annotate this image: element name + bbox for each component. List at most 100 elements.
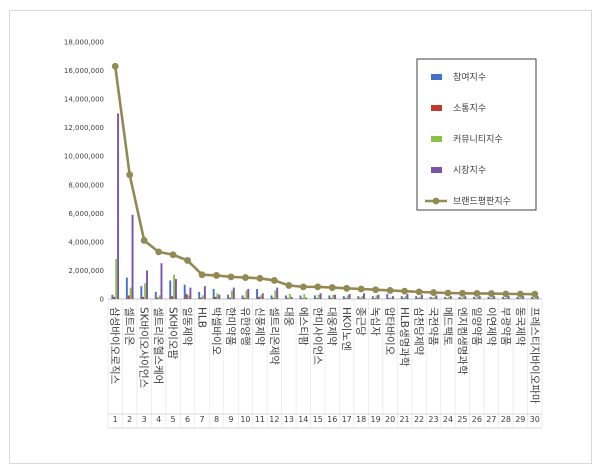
rank-label: 25 xyxy=(457,415,467,424)
line-point xyxy=(213,272,220,279)
bar xyxy=(319,293,322,299)
category-label: 일양약품 xyxy=(470,307,483,346)
bar xyxy=(375,295,378,299)
bar xyxy=(129,287,132,299)
bar xyxy=(344,298,347,299)
line-point xyxy=(459,289,466,297)
bar xyxy=(417,298,420,299)
bar xyxy=(534,296,537,299)
bar xyxy=(317,294,320,299)
line-point xyxy=(169,251,177,259)
line-point xyxy=(184,257,191,264)
y-tick-label: 10,000,000 xyxy=(64,153,104,161)
rank-label: 9 xyxy=(228,415,233,424)
rank-label: 7 xyxy=(199,415,204,424)
line-point xyxy=(357,285,365,293)
line-point xyxy=(242,274,249,281)
rank-label: 5 xyxy=(171,415,176,424)
bar xyxy=(386,294,389,299)
bar xyxy=(261,293,264,299)
y-tick-label: 16,000,000 xyxy=(64,67,104,75)
bar xyxy=(200,297,203,299)
line-point xyxy=(430,289,437,296)
bar xyxy=(140,286,143,299)
line-point xyxy=(140,237,148,244)
category-label: HK이노엔 xyxy=(340,307,352,351)
line-point xyxy=(516,290,524,298)
category-label: SK바이오팜 xyxy=(167,307,179,360)
category-label: 셀트리온헬스케어 xyxy=(152,307,164,384)
bar xyxy=(458,296,461,299)
line-point xyxy=(314,283,322,291)
bar xyxy=(491,296,494,299)
bar xyxy=(435,295,438,299)
category-label: 국전약품 xyxy=(427,307,439,346)
bar xyxy=(415,296,418,299)
category-label: 부광약품 xyxy=(499,307,511,346)
bar xyxy=(392,296,394,299)
category-label: 에스티팜 xyxy=(297,307,309,346)
bar xyxy=(388,298,391,299)
rank-label: 6 xyxy=(185,415,190,424)
bar xyxy=(115,259,118,299)
y-tick-label: 6,000,000 xyxy=(68,210,104,218)
y-tick-label: 12,000,000 xyxy=(64,124,104,132)
bar xyxy=(288,294,291,299)
y-tick-label: 4,000,000 xyxy=(68,238,104,246)
bar xyxy=(185,294,188,299)
rank-label: 22 xyxy=(414,415,424,424)
line-point xyxy=(415,288,423,296)
bar xyxy=(131,214,134,299)
chart-canvas: 0 2,000,000 4,000,000 6,000,000 8,000,000 10,… xyxy=(64,39,543,429)
legend-label: 참여지수 xyxy=(453,71,486,83)
line-point xyxy=(386,287,394,294)
category-label: 셀트리온제약 xyxy=(268,307,280,365)
y-tick-label: 2,000,000 xyxy=(68,267,104,275)
bar xyxy=(431,298,434,299)
category-label: 메드팩토 xyxy=(441,307,453,346)
rank-label: 8 xyxy=(214,415,219,424)
bar xyxy=(313,295,316,299)
legend-swatch xyxy=(431,167,442,173)
bar xyxy=(111,294,114,299)
bar xyxy=(218,294,221,299)
bar xyxy=(301,298,304,299)
bar xyxy=(259,295,262,299)
category-label: 셀트리온 xyxy=(123,307,135,346)
category-label: HLB생명과학 xyxy=(398,307,410,367)
bar xyxy=(373,298,376,299)
line-point xyxy=(270,277,278,284)
bar xyxy=(342,296,345,299)
bar xyxy=(334,294,337,299)
bar xyxy=(203,286,206,299)
bar xyxy=(357,296,360,299)
rank-label: 19 xyxy=(371,415,381,424)
legend-label: 시장지수 xyxy=(453,165,486,176)
category-label: 박셀바이오 xyxy=(210,307,222,356)
line-point xyxy=(328,284,336,291)
bar xyxy=(315,298,318,299)
legend-swatch xyxy=(431,136,442,142)
bar xyxy=(258,296,260,299)
rank-label: 30 xyxy=(530,415,540,424)
rank-label: 14 xyxy=(298,415,308,424)
bar xyxy=(243,297,246,299)
bar xyxy=(156,297,159,299)
category-label: 압타바이오 xyxy=(384,307,397,356)
rank-label: 2 xyxy=(127,415,132,424)
line-point xyxy=(299,283,307,291)
bar xyxy=(460,298,463,299)
bar xyxy=(256,289,258,299)
bar xyxy=(419,296,421,299)
rank-label: 1 xyxy=(113,415,118,424)
line-point xyxy=(227,273,235,281)
bar xyxy=(516,296,519,299)
rank-label: 3 xyxy=(142,415,147,424)
bar xyxy=(462,296,465,299)
bar xyxy=(171,296,174,299)
bar xyxy=(390,297,392,299)
rank-label: 18 xyxy=(356,415,366,424)
bar xyxy=(227,294,230,299)
bar xyxy=(536,296,539,299)
bar xyxy=(146,270,148,299)
